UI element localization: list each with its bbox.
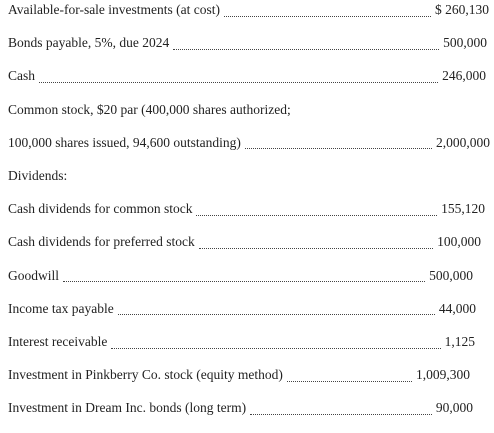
- dot-leader: [111, 347, 441, 349]
- account-amount: 100,000: [437, 234, 481, 250]
- account-row: Interest receivable 1,125: [8, 334, 475, 354]
- account-label: Goodwill: [8, 267, 60, 283]
- dot-leader: [286, 380, 412, 382]
- account-label: Investment in Pinkberry Co. stock (equit…: [8, 367, 283, 383]
- dot-leader: [117, 314, 435, 316]
- account-row: Income tax payable 44,000: [8, 301, 476, 321]
- account-amount: 1,009,300: [416, 367, 470, 383]
- account-row: Common stock, $20 par (400,000 shares au…: [8, 102, 291, 122]
- account-amount: 2,000,000: [436, 134, 490, 150]
- account-row: Cash 246,000: [8, 68, 486, 88]
- account-label: Available-for-sale investments (at cost): [8, 2, 221, 17]
- dot-leader: [39, 81, 439, 83]
- account-amount: 1,125: [444, 334, 475, 349]
- dot-leader: [196, 214, 438, 216]
- account-label: Cash dividends for preferred stock: [8, 234, 195, 250]
- account-row: Dividends:: [8, 168, 67, 188]
- account-label: Cash dividends for common stock: [8, 201, 193, 217]
- account-row: 100,000 shares issued, 94,600 outstandin…: [8, 135, 490, 155]
- account-amount: 500,000: [443, 35, 487, 51]
- account-label: Dividends:: [8, 168, 68, 183]
- dot-leader: [244, 148, 432, 150]
- account-amount: 44,000: [438, 300, 476, 316]
- dot-leader: [250, 413, 432, 415]
- account-row: Investment in Pinkberry Co. stock (equit…: [8, 367, 470, 387]
- account-row: Goodwill 500,000: [8, 268, 473, 288]
- account-label: Income tax payable: [8, 300, 114, 316]
- dot-leader: [198, 247, 434, 249]
- account-row: Bonds payable, 5%, due 2024 500,000: [8, 35, 487, 55]
- account-amount: 246,000: [442, 68, 486, 84]
- account-amount: 500,000: [429, 267, 473, 283]
- account-row: Cash dividends for preferred stock 100,00…: [8, 234, 481, 254]
- account-label: Investment in Dream Inc. bonds (long ter…: [8, 400, 247, 416]
- account-row: Investment in Dream Inc. bonds (long ter…: [8, 400, 473, 420]
- account-amount: 155,120: [441, 201, 485, 217]
- account-row: Cash dividends for common stock 155,120: [8, 201, 485, 221]
- account-label: Common stock, $20 par (400,000 shares au…: [8, 101, 291, 117]
- account-label: Interest receivable: [8, 334, 108, 349]
- account-amount: $ 260,130: [435, 2, 489, 17]
- account-label: 100,000 shares issued, 94,600 outstandin…: [8, 134, 241, 150]
- account-row: Available-for-sale investments (at cost)…: [8, 2, 489, 22]
- account-label: Bonds payable, 5%, due 2024: [8, 35, 170, 51]
- dot-leader: [224, 15, 431, 17]
- dot-leader: [173, 48, 440, 50]
- dot-leader: [63, 281, 426, 283]
- account-amount: 90,000: [435, 400, 473, 416]
- account-label: Cash: [8, 68, 35, 84]
